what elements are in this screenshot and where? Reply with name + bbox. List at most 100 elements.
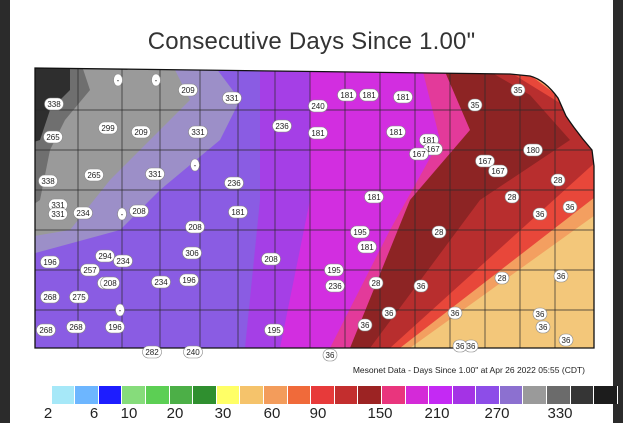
county-label: 181 [228,205,248,219]
legend-swatch [547,386,571,404]
county-label-text: 208 [188,223,202,232]
county-label-text: 167 [478,157,492,166]
county-label-text: 294 [98,252,112,261]
county-label-bg [364,190,384,204]
county-label-bg [357,318,373,332]
county-label-text: 338 [41,177,55,186]
county-label-text: 28 [554,176,563,185]
county-label-text: 268 [69,323,83,332]
county-label-text: 180 [526,146,540,155]
county-label-text: 236 [328,282,342,291]
county-label: 36 [558,333,574,347]
legend-swatch [570,386,595,404]
legend-tick: 330 [547,405,573,422]
county-label: 181 [359,88,379,102]
county-label-text: 195 [353,228,367,237]
county-label-text: - [121,210,124,219]
county-label-text: 282 [145,348,159,357]
county-label-text: 181 [389,128,403,137]
county-label: 331 [188,125,208,139]
county-label: 240 [308,99,328,113]
county-label: 257 [80,263,100,277]
county-label-bg [222,91,242,105]
county-label-bg [488,164,508,178]
county-label-text: 28 [508,193,517,202]
legend-swatch [311,386,335,404]
county-label: 234 [113,254,133,268]
county-label-text: 181 [311,129,325,138]
legend-swatch [476,386,500,404]
county-label-text: 236 [275,122,289,131]
county-label: 28 [550,173,566,187]
county-label-text: 181 [362,91,376,100]
county-label-text: 36 [557,272,566,281]
county-label-text: 28 [372,279,381,288]
county-label-text: 167 [491,167,505,176]
county-label-bg [36,323,56,337]
county-label-bg [337,88,357,102]
county-label: 275 [69,290,89,304]
legend-tick: 270 [484,405,510,422]
county-label: 36 [381,306,397,320]
county-label-text: 36 [562,336,571,345]
county-label: 36 [322,348,338,362]
county-label-text: 36 [536,210,545,219]
county-label-bg [66,320,86,334]
county-label-text: 331 [51,210,65,219]
legend-tick: 30 [214,405,232,422]
county-label: 195 [264,323,284,337]
county-label: 209 [131,125,151,139]
county-label-bg [494,271,510,285]
legend-tick: 60 [263,405,281,422]
county-label-text: 181 [360,243,374,252]
county-label-text: 234 [76,209,90,218]
county-label: 338 [38,174,58,188]
county-label: 268 [36,323,56,337]
legend-swatch [193,386,217,404]
county-label-bg [523,143,543,157]
legend-swatch [75,386,99,404]
county-label: 195 [350,225,370,239]
county-label-bg [100,276,120,290]
county-label-text: 167 [412,150,426,159]
county-label-bg [182,246,202,260]
county-label-bg [413,279,429,293]
county-label: 35 [510,83,526,97]
legend-swatch [28,386,52,404]
county-label-text: 306 [185,249,199,258]
county-label: 36 [413,279,429,293]
legend-swatch [216,386,241,404]
legend-swatch [429,386,453,404]
county-label: 331 [48,207,68,221]
county-label-text: 167 [426,145,440,154]
county-label: 181 [364,190,384,204]
county-label: 282 [142,345,162,359]
county-label-text: 36 [451,309,460,318]
county-label: 36 [553,269,569,283]
county-label: 181 [386,125,406,139]
county-label-bg [325,279,345,293]
county-label-text: - [117,76,120,85]
legend-swatch [499,386,524,404]
county-label-text: 275 [72,293,86,302]
county-label-bg [368,276,384,290]
county-label-text: 195 [327,266,341,275]
county-label-bg [80,263,100,277]
county-label: 36 [532,307,548,321]
county-label-bg [188,125,208,139]
county-label-text: 338 [47,100,61,109]
kansas-map: 338 - - 209 331 240 181 181 181 35 35 265 299 209 331 2… [34,67,595,375]
county-label-bg [308,126,328,140]
county-label-text: 331 [148,170,162,179]
county-label: 196 [105,320,125,334]
county-label: 268 [40,290,60,304]
county-label: 36 [447,306,463,320]
county-label: 167 [488,164,508,178]
county-label-bg [324,263,344,277]
county-label: 236 [325,279,345,293]
county-label: 167 [475,154,495,168]
county-label-bg [84,168,104,182]
county-label-bg [467,98,483,112]
county-label: 236 [224,176,244,190]
county-label-bg [69,290,89,304]
